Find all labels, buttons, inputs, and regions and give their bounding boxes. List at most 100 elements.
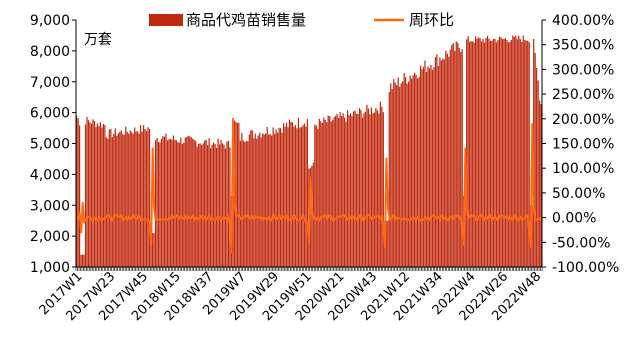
- sales-bar: [150, 233, 152, 267]
- sales-bar: [90, 123, 93, 268]
- sales-bar: [338, 117, 340, 267]
- sales-bar: [378, 113, 380, 267]
- sales-bar: [247, 141, 249, 267]
- sales-bar: [159, 142, 161, 267]
- sales-bar: [302, 125, 304, 267]
- sales-bar: [291, 122, 294, 268]
- sales-bar: [96, 123, 99, 268]
- sales-bar: [492, 38, 495, 268]
- sales-bar: [83, 254, 85, 267]
- sales-bar: [327, 115, 329, 267]
- sales-bar: [336, 113, 338, 267]
- sales-bar: [357, 113, 359, 268]
- y-left-tick-label: 3,000: [30, 198, 70, 214]
- wow-line: [75, 117, 542, 254]
- sales-bar: [515, 35, 517, 268]
- sales-bar: [394, 82, 396, 267]
- sales-bar: [131, 132, 133, 267]
- sales-bar: [209, 148, 212, 267]
- sales-bar: [422, 66, 425, 267]
- sales-bar: [300, 127, 303, 268]
- sales-bar: [433, 67, 435, 267]
- sales-bar: [525, 40, 527, 268]
- sales-bar: [86, 116, 88, 268]
- sales-bar: [521, 42, 523, 267]
- sales-bar: [288, 119, 291, 267]
- sales-bar: [125, 126, 127, 267]
- sales-bar: [363, 113, 365, 267]
- sales-bar: [519, 39, 521, 267]
- sales-bar: [137, 131, 139, 267]
- sales-bar: [172, 135, 174, 267]
- sales-bar: [460, 51, 462, 267]
- sales-bar: [369, 114, 371, 267]
- sales-bar: [527, 40, 529, 268]
- sales-bar: [193, 139, 195, 267]
- sales-bar: [140, 125, 142, 267]
- sales-bar: [396, 85, 398, 267]
- sales-bar: [335, 115, 337, 267]
- sales-bar: [390, 83, 392, 267]
- sales-bar: [480, 41, 483, 267]
- sales-bar: [476, 38, 478, 267]
- sales-bar: [393, 78, 395, 267]
- sales-bar: [416, 78, 419, 268]
- sales-bar: [181, 143, 183, 267]
- sales-bar: [145, 131, 148, 267]
- sales-bar: [355, 113, 358, 267]
- sales-bar: [242, 140, 244, 267]
- sales-bar: [245, 140, 247, 267]
- sales-bar: [518, 35, 520, 267]
- sales-bar: [425, 71, 428, 267]
- sales-bar: [244, 141, 246, 267]
- sales-bar: [403, 73, 405, 268]
- sales-bar: [427, 66, 429, 268]
- sales-bar: [367, 108, 370, 268]
- y-right-tick-label: 50.00%: [552, 186, 605, 202]
- y-right-tick-label: 250.00%: [552, 87, 614, 103]
- sales-bar: [534, 53, 536, 267]
- sales-bar: [510, 39, 512, 268]
- sales-bar: [110, 128, 112, 267]
- sales-bar: [236, 122, 239, 268]
- sales-bar: [148, 129, 151, 267]
- sales-bar: [361, 117, 364, 268]
- sales-bar: [215, 147, 218, 267]
- sales-bar: [446, 53, 448, 267]
- sales-bar: [190, 137, 192, 267]
- sales-bar: [491, 40, 493, 268]
- unit-label: 万套: [84, 32, 112, 48]
- sales-bar: [178, 142, 180, 267]
- sales-bar: [221, 143, 224, 267]
- sales-bar: [500, 37, 502, 267]
- sales-bar: [284, 126, 286, 267]
- y-left-tick-label: 1,000: [30, 260, 70, 276]
- sales-bar: [129, 130, 131, 267]
- sales-bar: [266, 126, 268, 267]
- sales-bar: [211, 144, 213, 267]
- sales-bar: [235, 121, 237, 267]
- sales-bar: [293, 126, 295, 267]
- sales-bar: [358, 108, 361, 267]
- sales-bar: [428, 68, 431, 267]
- sales-bar: [263, 134, 265, 267]
- sales-bar: [373, 112, 375, 267]
- sales-bar: [135, 131, 137, 267]
- sales-bar: [111, 137, 113, 267]
- legend-label-wow: 周环比: [409, 11, 454, 29]
- sales-bar: [482, 38, 484, 268]
- sales-bar: [326, 122, 328, 268]
- sales-bar: [143, 125, 145, 268]
- y-right-tick-label: 100.00%: [552, 161, 614, 177]
- sales-bar: [488, 38, 490, 267]
- sales-bar: [346, 110, 349, 267]
- sales-bar: [220, 140, 222, 267]
- sales-bar: [287, 127, 289, 267]
- sales-bar: [388, 92, 390, 267]
- sales-bar: [205, 140, 207, 267]
- sales-bar: [531, 205, 533, 267]
- sales-bar: [119, 131, 121, 267]
- sales-bar: [467, 36, 469, 267]
- sales-bar: [437, 66, 439, 267]
- sales-bar: [506, 40, 508, 268]
